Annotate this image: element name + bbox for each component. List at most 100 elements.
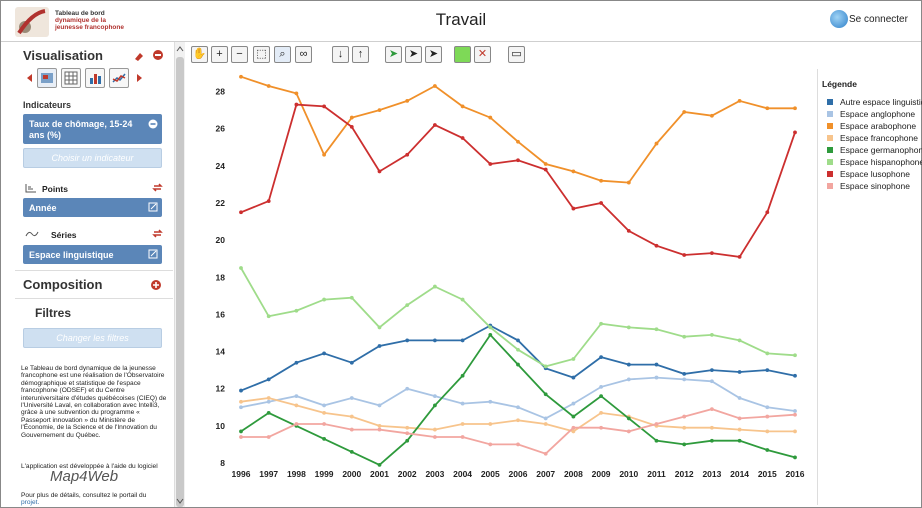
- data-point: [405, 303, 410, 308]
- data-point: [488, 162, 493, 166]
- x-tick-label: 2006: [509, 469, 528, 479]
- remove-indicator-icon[interactable]: [148, 119, 158, 129]
- data-point: [626, 325, 631, 330]
- edit-points-icon[interactable]: [148, 202, 158, 212]
- series-line: [241, 408, 796, 455]
- scroll-up-icon[interactable]: [176, 45, 184, 53]
- y-tick-label: 8: [220, 458, 225, 468]
- divider: [15, 298, 173, 299]
- eraser-icon[interactable]: [133, 50, 145, 62]
- data-point: [377, 169, 382, 174]
- data-point: [433, 427, 437, 432]
- table-icon: [64, 71, 78, 85]
- legend-swatch: [827, 123, 833, 129]
- data-point: [765, 106, 770, 111]
- data-point: [266, 435, 271, 439]
- data-point: [516, 405, 520, 410]
- logo-text: Tableau de bord dynamique de la jeunesse…: [55, 10, 124, 31]
- x-tick-label: 2003: [425, 469, 444, 479]
- choose-indicator-button[interactable]: Choisir un indicateur: [23, 148, 162, 168]
- login-link[interactable]: Se connecter: [849, 14, 908, 25]
- x-tick-label: 2014: [730, 469, 749, 479]
- color-button[interactable]: [454, 46, 471, 63]
- data-point: [488, 325, 493, 330]
- select-button-1[interactable]: ➤: [385, 46, 402, 63]
- select-button-2[interactable]: ➤: [405, 46, 422, 63]
- x-tick-label: 2004: [453, 469, 472, 479]
- composition-title: Composition: [23, 277, 103, 292]
- page-title: Travail: [435, 10, 487, 29]
- binoculars-button[interactable]: ∞: [295, 46, 312, 63]
- data-point: [599, 410, 603, 415]
- points-value[interactable]: Année: [23, 198, 162, 217]
- data-point: [349, 427, 354, 432]
- user-icon[interactable]: [830, 10, 848, 28]
- data-point: [654, 327, 659, 332]
- scroll-down-icon[interactable]: [176, 497, 184, 505]
- data-point: [710, 425, 714, 430]
- project-link[interactable]: projet.: [21, 499, 40, 506]
- data-point: [294, 102, 299, 107]
- data-point: [737, 427, 742, 432]
- map-view-button[interactable]: [37, 68, 57, 88]
- data-point: [571, 206, 576, 211]
- edit-series-icon[interactable]: [148, 249, 158, 259]
- line-chart-icon: [112, 73, 126, 83]
- series-value[interactable]: Espace linguistique: [23, 245, 162, 264]
- pan-button[interactable]: ✋: [191, 46, 208, 63]
- logo[interactable]: Tableau de bord dynamique de la jeunesse…: [15, 7, 165, 37]
- software-name[interactable]: Map4Web: [50, 468, 119, 485]
- sidebar-scrollbar[interactable]: [174, 42, 185, 507]
- swap-series-icon[interactable]: [152, 228, 163, 239]
- data-point: [322, 436, 326, 441]
- data-point: [710, 251, 714, 256]
- zoom-box-button[interactable]: ⬚: [253, 46, 270, 63]
- legend-label: Espace francophone: [840, 133, 918, 143]
- scrollbar-thumb[interactable]: [176, 57, 184, 507]
- data-point: [349, 115, 354, 120]
- sort-down-button[interactable]: ↓: [332, 46, 349, 63]
- zoom-in-button[interactable]: +: [211, 46, 228, 63]
- next-arrow-icon[interactable]: [136, 73, 144, 83]
- legend-title: Légende: [822, 79, 857, 89]
- data-point: [294, 360, 299, 365]
- data-point: [322, 297, 326, 302]
- data-point: [322, 403, 326, 408]
- prev-arrow-icon[interactable]: [25, 73, 33, 83]
- data-point: [266, 396, 271, 400]
- data-point: [377, 423, 382, 428]
- x-tick-label: 1996: [232, 469, 251, 479]
- data-point: [599, 201, 603, 205]
- bar-chart-view-button[interactable]: [85, 68, 105, 88]
- change-filters-button[interactable]: Changer les filtres: [23, 328, 162, 348]
- indicator-selected[interactable]: Taux de chômage, 15-24 ans (%): [23, 114, 162, 144]
- data-point: [377, 403, 382, 408]
- select-button-3[interactable]: ➤: [425, 46, 442, 63]
- close-icon: ✕: [477, 48, 488, 60]
- data-point: [571, 414, 576, 419]
- data-point: [405, 425, 410, 430]
- data-point: [460, 297, 465, 302]
- data-point: [266, 314, 271, 319]
- zoom-out-button[interactable]: −: [231, 46, 248, 63]
- arrow-up-icon: ↑: [357, 48, 364, 60]
- zoom-reset-button[interactable]: ⌕: [274, 46, 291, 63]
- clear-button[interactable]: ✕: [474, 46, 491, 63]
- indicator-label: Taux de chômage, 15-24 ans (%): [29, 119, 133, 140]
- line-chart-view-button[interactable]: [109, 68, 129, 88]
- x-tick-label: 2013: [702, 469, 721, 479]
- sort-up-button[interactable]: ↑: [352, 46, 369, 63]
- collapse-visualisation-icon[interactable]: [152, 49, 164, 61]
- data-point: [433, 338, 437, 343]
- comment-button[interactable]: ▭: [508, 46, 525, 63]
- data-point: [654, 243, 659, 248]
- data-point: [266, 199, 271, 204]
- filtres-title: Filtres: [35, 306, 72, 320]
- line-chart: 8 10 12 14 16 18 20 22 24 26 28 1996 1997 1998 1999 200…: [216, 74, 805, 479]
- add-composition-icon[interactable]: [150, 279, 162, 291]
- data-point: [294, 403, 299, 408]
- data-point: [377, 427, 382, 432]
- table-view-button[interactable]: [61, 68, 81, 88]
- swap-points-icon[interactable]: [152, 182, 163, 193]
- data-point: [433, 394, 437, 399]
